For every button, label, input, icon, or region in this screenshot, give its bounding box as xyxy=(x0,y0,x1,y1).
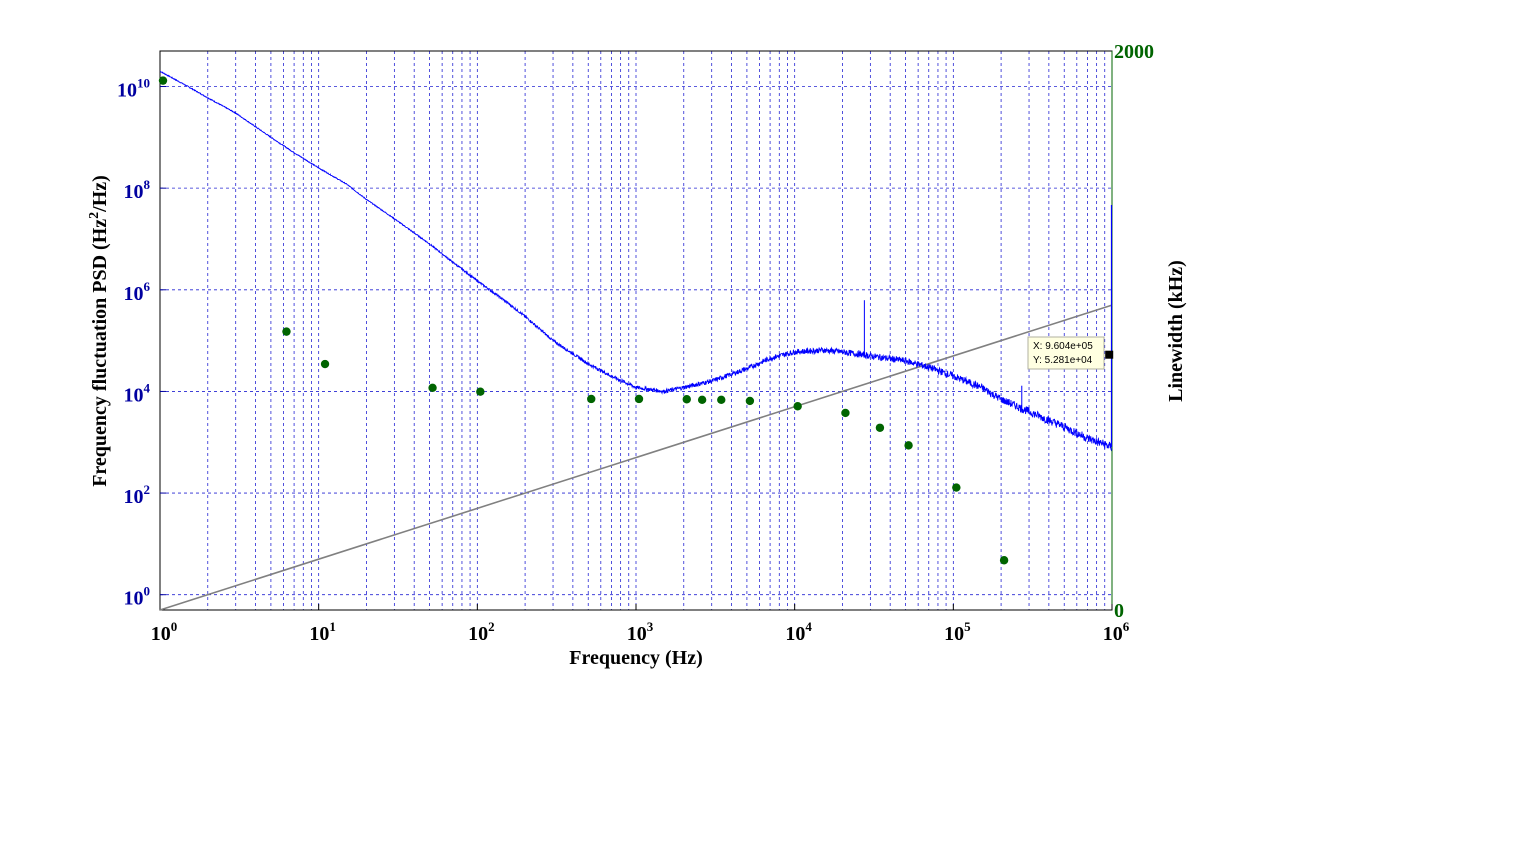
right-axis-ticks: 0 2000 xyxy=(1114,41,1154,622)
y-left-tick-label: 1010 xyxy=(117,76,150,102)
x-tick-label: 104 xyxy=(785,619,812,645)
x-tick-label: 106 xyxy=(1103,619,1130,645)
datatip-marker xyxy=(1105,350,1114,359)
linewidth-point xyxy=(717,395,726,405)
datatip[interactable]: X: 9.604e+05 Y: 5.281e+04 xyxy=(1027,336,1114,370)
right-axis-label: Linewidth (kHz) xyxy=(1165,260,1187,402)
linewidth-point xyxy=(320,359,330,369)
linewidth-point xyxy=(587,394,596,404)
grid xyxy=(160,51,1112,610)
y-left-tick-label: 108 xyxy=(124,177,151,203)
psd-series xyxy=(159,70,1113,452)
linewidth-point xyxy=(875,423,885,432)
x-tick-label: 101 xyxy=(309,619,336,645)
linewidth-point xyxy=(682,395,691,404)
left-axis-label-exponent: 2 xyxy=(87,212,102,219)
linewidth-point xyxy=(282,327,291,336)
left-axis-label: Frequency fluctuation PSD (Hz2/Hz) xyxy=(87,175,111,487)
datatip-y-label: Y: 5.281e+04 xyxy=(1033,355,1093,366)
linewidth-point xyxy=(634,394,644,404)
linewidth-point xyxy=(158,76,168,85)
x-tick-label: 105 xyxy=(944,619,971,645)
left-axis-label-part1: Frequency fluctuation PSD (Hz xyxy=(89,219,111,487)
linewidth-point xyxy=(476,387,485,396)
left-axis-label-part2: /Hz) xyxy=(89,175,111,213)
linewidth-point xyxy=(745,396,755,406)
left-axis-ticks: 100 102 104 106 108 1010 xyxy=(117,76,166,610)
y-left-tick-label: 100 xyxy=(124,584,151,610)
datatip-box xyxy=(1027,336,1105,370)
x-axis-ticks: 100 101 102 103 104 105 106 xyxy=(151,604,1130,645)
y-right-tick-label: 0 xyxy=(1114,600,1124,622)
linewidth-point xyxy=(999,556,1009,565)
reference-line-series xyxy=(159,304,1113,611)
linewidth-point xyxy=(952,483,961,492)
y-right-tick-label: 2000 xyxy=(1114,41,1154,63)
x-axis-label: Frequency (Hz) xyxy=(569,647,703,669)
x-tick-label: 103 xyxy=(627,619,654,645)
x-tick-label: 102 xyxy=(468,619,495,645)
y-left-tick-label: 102 xyxy=(124,482,151,508)
y-left-tick-label: 106 xyxy=(124,279,151,305)
datatip-x-label: X: 9.604e+05 xyxy=(1033,341,1093,352)
y-left-tick-label: 104 xyxy=(124,380,151,406)
linewidth-point xyxy=(841,408,850,418)
linewidth-point xyxy=(697,395,707,405)
psd-line xyxy=(159,70,1113,452)
x-tick-label: 100 xyxy=(151,619,178,645)
linewidth-point xyxy=(793,402,802,411)
reference-line xyxy=(159,304,1113,611)
linewidth-point xyxy=(428,383,437,392)
linewidth-point xyxy=(904,441,913,450)
linewidth-series xyxy=(158,76,1009,565)
